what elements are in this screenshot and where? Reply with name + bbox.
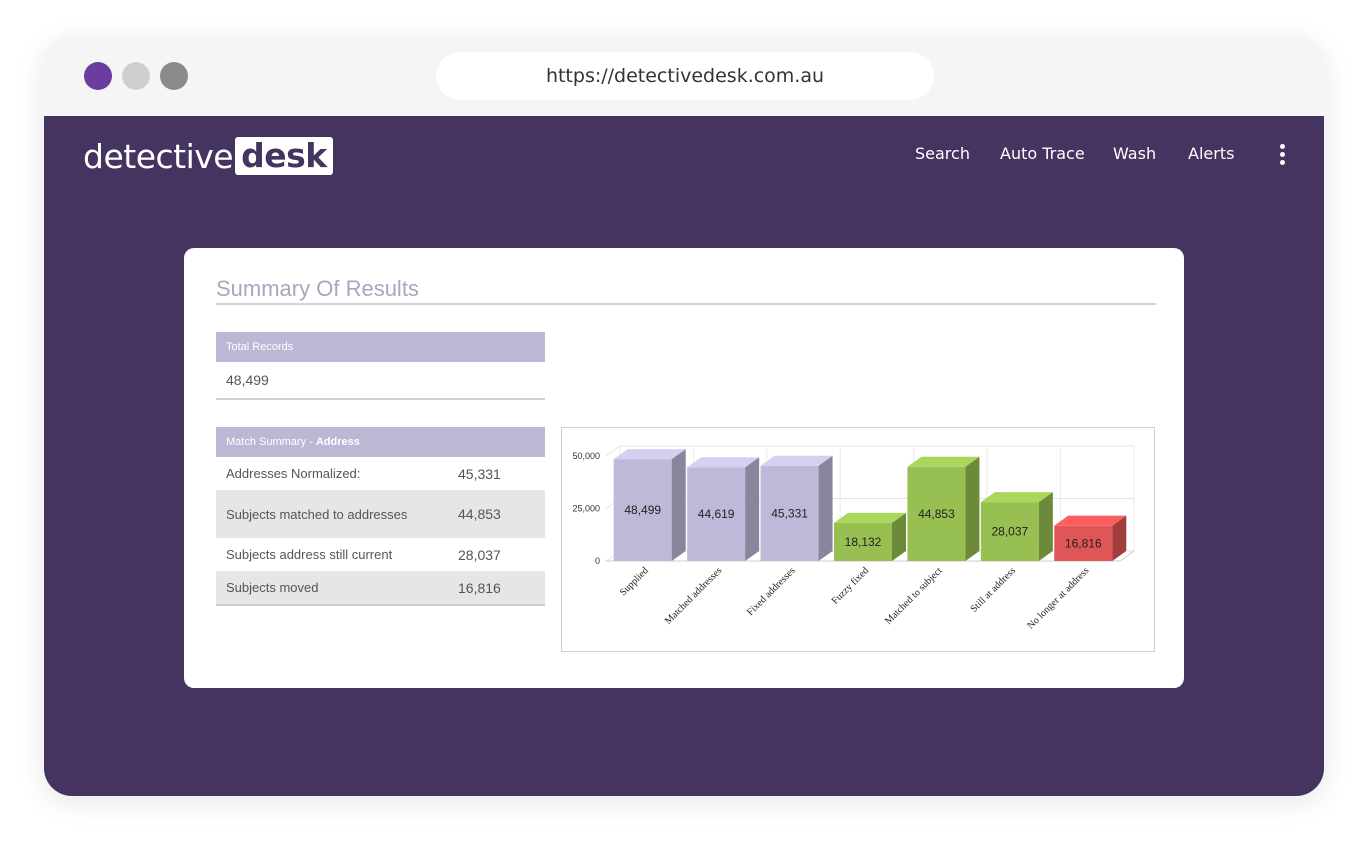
- bar-top: [1054, 515, 1127, 526]
- bar-side: [1112, 515, 1127, 561]
- x-tick-label: Matched to subject: [883, 565, 945, 627]
- bar-side: [818, 455, 833, 561]
- match-summary-bold: Address: [315, 436, 360, 448]
- summary-card: Summary Of Results Total Records 48,499 …: [184, 248, 1184, 688]
- bar-side: [671, 449, 686, 561]
- match-summary-table: Match Summary - Address Addresses Normal…: [216, 427, 545, 606]
- y-tick-label: 50,000: [572, 451, 600, 461]
- data-label: 45,331: [771, 506, 808, 520]
- bar-top: [834, 512, 906, 523]
- bar-side: [1038, 492, 1053, 561]
- maximize-window-icon[interactable]: [160, 62, 188, 90]
- match-summary-header: Match Summary - Address: [216, 427, 545, 457]
- nav-auto-trace[interactable]: Auto Trace: [1000, 144, 1085, 163]
- bar: [613, 459, 672, 561]
- row-label: Subjects address still current: [226, 547, 393, 562]
- bar: [687, 467, 746, 561]
- address-bar[interactable]: https://detectivedesk.com.au: [436, 52, 934, 100]
- x-tick-label: Still at address: [969, 565, 1018, 614]
- nav-alerts[interactable]: Alerts: [1188, 144, 1235, 163]
- browser-chrome: https://detectivedesk.com.au: [44, 36, 1324, 116]
- data-label: 48,499: [624, 503, 661, 517]
- data-label: 44,853: [918, 507, 955, 521]
- row-value: 45,331: [458, 465, 501, 482]
- row-label: Addresses Normalized:: [226, 466, 361, 481]
- bar-side: [892, 512, 906, 561]
- row-label: Subjects moved: [226, 580, 319, 595]
- total-records-table: Total Records 48,499: [216, 332, 545, 400]
- data-label: 44,619: [698, 507, 735, 521]
- logo-box: desk: [235, 137, 333, 175]
- bar-top: [907, 456, 980, 467]
- row-value: 28,037: [458, 546, 501, 563]
- page-title: Summary Of Results: [216, 276, 419, 301]
- bar-top: [760, 455, 833, 466]
- nav-search[interactable]: Search: [915, 144, 970, 163]
- y-tick-label: 0: [595, 556, 600, 566]
- x-tick-label: No longer at address: [1025, 565, 1091, 631]
- x-tick-label: Supplied: [618, 565, 651, 598]
- x-tick-label: Matched addresses: [663, 565, 724, 626]
- logo-prefix: detective: [83, 136, 234, 176]
- x-axis: [1119, 550, 1135, 562]
- data-label: 16,816: [1065, 536, 1102, 550]
- table-row: Subjects moved 16,816: [216, 571, 545, 606]
- bar-top: [980, 492, 1053, 503]
- kebab-menu-icon[interactable]: [1278, 144, 1286, 168]
- bar-top: [687, 457, 760, 468]
- app-area: detective desk Search Auto Trace Wash Al…: [44, 116, 1324, 796]
- table-row: Subjects matched to addresses 44,853: [216, 490, 545, 538]
- bar: [980, 502, 1039, 561]
- bar-side: [745, 457, 760, 561]
- bar: [760, 465, 819, 561]
- bar: [834, 522, 892, 561]
- x-tick-label: Fuzzy fixed: [830, 565, 871, 606]
- title-divider: [216, 303, 1156, 305]
- browser-window: https://detectivedesk.com.au detective d…: [44, 36, 1324, 796]
- table-row: Subjects address still current 28,037: [216, 538, 545, 571]
- gridline: [605, 445, 621, 457]
- bar-side: [965, 456, 980, 561]
- row-label: Subjects matched to addresses: [226, 506, 408, 522]
- bar: [1054, 525, 1113, 561]
- bar-chart-svg: 0 25,000 50,000 48,499 Supplied 44,619 Matched…: [572, 445, 1135, 631]
- logo[interactable]: detective desk: [83, 136, 333, 176]
- total-records-header: Total Records: [216, 332, 545, 362]
- close-window-icon[interactable]: [84, 62, 112, 90]
- total-records-value: 48,499: [216, 362, 545, 400]
- bar: [907, 466, 966, 561]
- data-label: 18,132: [845, 535, 882, 549]
- y-tick-label: 25,000: [572, 504, 600, 514]
- data-label: 28,037: [992, 525, 1029, 539]
- match-summary-label: Match Summary -: [226, 436, 316, 448]
- row-value: 16,816: [458, 579, 501, 596]
- nav-wash[interactable]: Wash: [1113, 144, 1157, 163]
- results-chart: 0 25,000 50,000 48,499 Supplied 44,619 Matched…: [561, 427, 1155, 652]
- table-row: Addresses Normalized: 45,331: [216, 457, 545, 490]
- minimize-window-icon[interactable]: [122, 62, 150, 90]
- row-value: 44,853: [458, 506, 501, 522]
- x-tick-label: Fixed addresses: [745, 565, 798, 618]
- bar-top: [613, 449, 686, 460]
